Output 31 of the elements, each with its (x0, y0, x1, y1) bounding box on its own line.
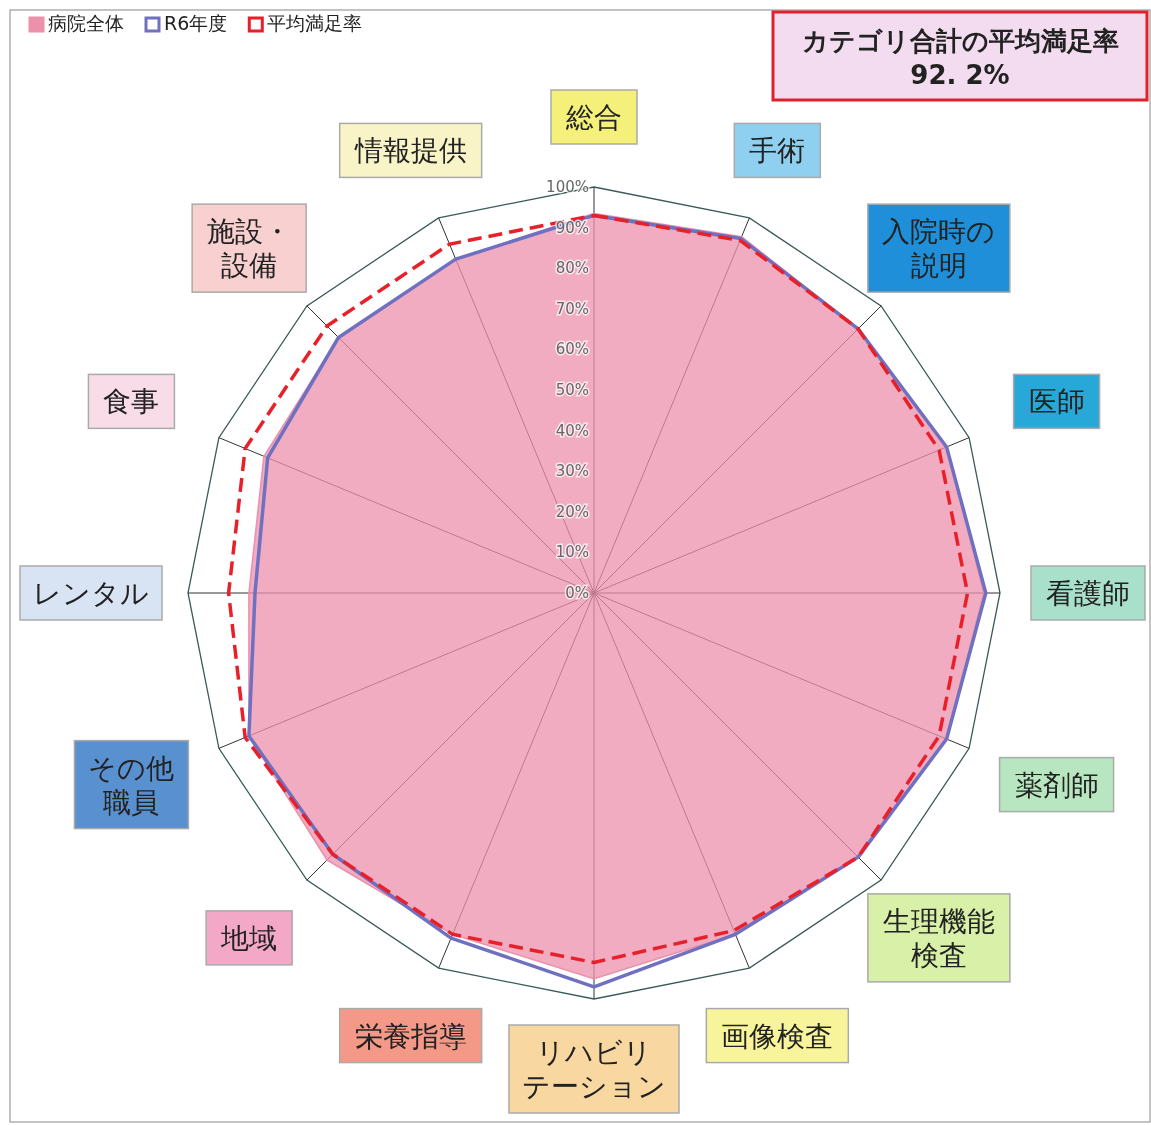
spoke-label: リハビリテーション (522, 1036, 666, 1103)
y-tick-label: 90% (555, 218, 589, 237)
y-tick-label: 60% (555, 340, 589, 359)
spoke-label: 医師 (1028, 385, 1085, 419)
legend-label: R6年度 (164, 12, 228, 34)
y-tick-label: 80% (555, 259, 589, 278)
spoke-label: レンタル (33, 577, 149, 610)
spoke-label: その他職員 (88, 751, 175, 819)
y-tick-label: 100% (546, 178, 589, 196)
spoke-label: 手術 (749, 134, 806, 168)
y-tick-label: 40% (555, 421, 589, 440)
spoke-label: 総合 (565, 101, 622, 134)
y-tick-label: 20% (555, 502, 589, 521)
annotation: カテゴリ合計の平均満足率 92. 2% (771, 10, 1149, 102)
spoke-label: 情報提供 (353, 134, 467, 168)
spoke-label: 地域 (220, 921, 278, 955)
y-tick-label: 0% (565, 584, 589, 602)
spoke-label: 栄養指導 (354, 1019, 467, 1053)
spoke-label: 薬剤師 (1014, 768, 1099, 802)
spoke-label: 施設・設備 (207, 215, 292, 283)
legend-label: 病院全体 (48, 12, 124, 34)
spoke-label: 入院時の説明 (882, 215, 996, 283)
spoke-label: 生理機能検査 (882, 904, 995, 972)
spoke-label: 看護師 (1046, 577, 1130, 610)
y-tick-label: 50% (555, 381, 589, 399)
y-tick-label: 70% (555, 299, 589, 318)
legend-label: 平均満足率 (267, 12, 363, 34)
y-tick-label: 30% (555, 462, 589, 481)
spoke-label: 食事 (103, 385, 160, 419)
spoke-label: 画像検査 (721, 1019, 834, 1053)
y-tick-label: 10% (555, 543, 589, 562)
